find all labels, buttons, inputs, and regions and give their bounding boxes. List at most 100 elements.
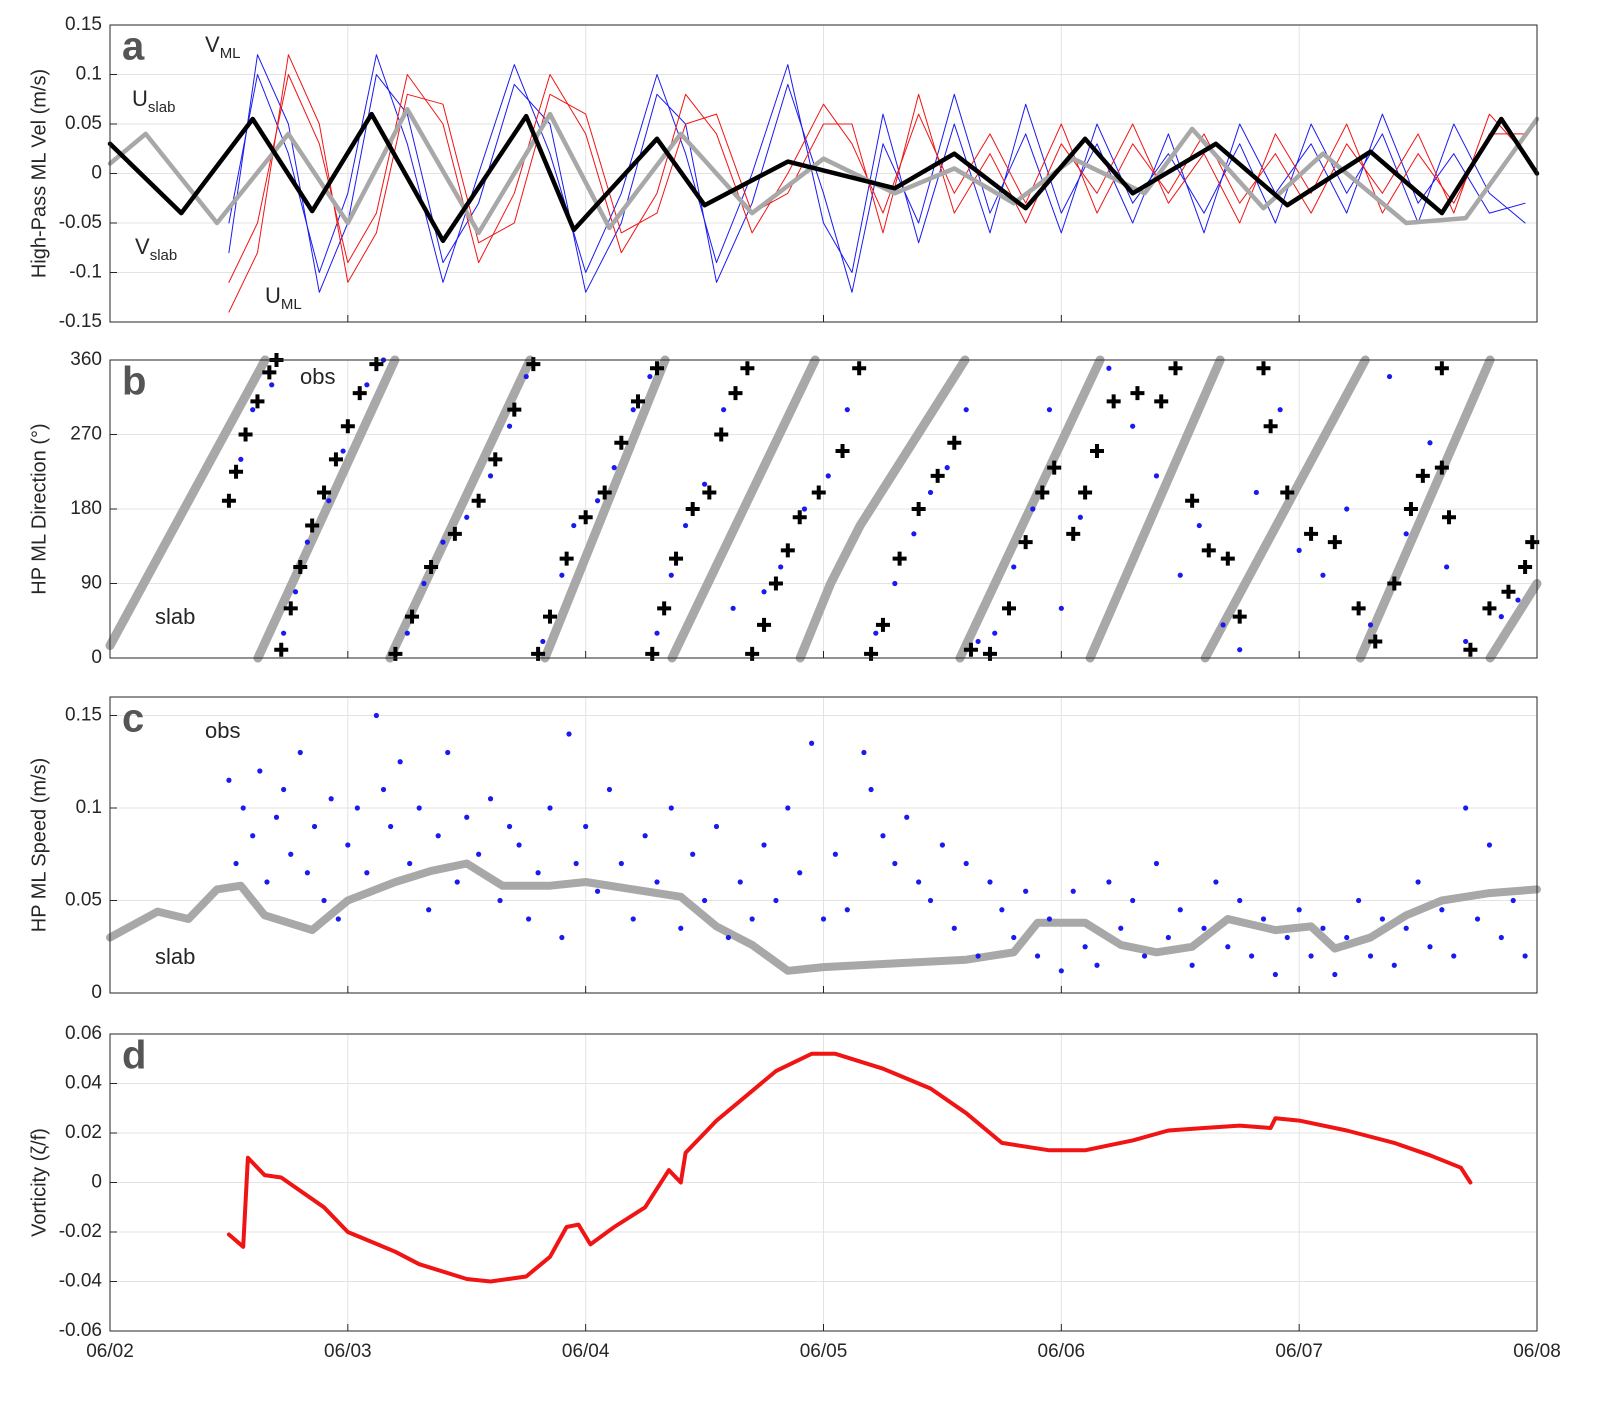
series-line xyxy=(106,859,1541,975)
dot-marker xyxy=(1296,547,1302,553)
dot-marker xyxy=(1260,916,1267,922)
plus-marker xyxy=(1256,361,1271,376)
dot-marker xyxy=(1474,916,1481,922)
dot-marker xyxy=(630,916,636,922)
panel: 0 90 180 270 360 slab obs b HP ML Direction (°) xyxy=(28,349,1542,668)
dot-marker xyxy=(1196,522,1202,529)
dot-marker xyxy=(975,953,981,959)
dot-marker xyxy=(761,842,767,848)
x-tick-label: 06/06 xyxy=(1038,1341,1086,1362)
plus-marker xyxy=(740,361,755,376)
plus-marker xyxy=(1482,601,1497,616)
dot-marker xyxy=(288,851,294,857)
dot-marker xyxy=(292,589,299,595)
dot-marker xyxy=(1046,916,1053,922)
dot-marker xyxy=(525,916,532,922)
dot-marker xyxy=(388,823,394,830)
series-label-name: obs xyxy=(205,718,240,743)
dot-marker xyxy=(1177,572,1183,578)
dot-marker xyxy=(761,589,767,595)
dot-marker xyxy=(1444,564,1450,570)
plus-marker xyxy=(405,609,420,624)
dot-marker xyxy=(1463,638,1469,645)
dot-marker xyxy=(1403,925,1409,931)
dot-marker xyxy=(573,860,579,867)
dot-marker xyxy=(801,506,808,512)
dot-marker xyxy=(1058,605,1064,611)
dot-marker xyxy=(440,539,446,545)
y-tick-label: -0.02 xyxy=(59,1221,102,1242)
dot-marker xyxy=(1034,953,1041,959)
plus-marker xyxy=(864,646,879,661)
dot-marker xyxy=(1106,879,1112,885)
series-label-name: U xyxy=(132,86,148,111)
plus-marker xyxy=(669,551,684,566)
dot-marker xyxy=(304,539,311,545)
dot-marker xyxy=(939,842,946,848)
plus-marker xyxy=(852,361,867,376)
series-line xyxy=(228,54,1526,283)
plus-marker xyxy=(1220,551,1235,566)
plus-marker xyxy=(221,493,236,508)
series-label-subscript: slab xyxy=(150,247,178,264)
plus-marker xyxy=(388,646,403,661)
series-label-name: slab xyxy=(155,944,195,969)
dot-marker xyxy=(701,897,708,904)
dot-marker xyxy=(426,907,432,913)
dot-marker xyxy=(340,448,346,454)
y-tick-label: 0.15 xyxy=(65,14,102,35)
dot-marker xyxy=(233,860,239,867)
plus-marker xyxy=(305,518,320,533)
dot-marker xyxy=(868,786,874,793)
dot-marker xyxy=(606,786,613,793)
dot-marker xyxy=(975,638,981,645)
dot-marker xyxy=(820,916,827,922)
dot-marker xyxy=(1308,953,1314,959)
panel-letter: a xyxy=(122,25,145,69)
series-line xyxy=(107,106,1540,236)
dot-marker xyxy=(927,489,934,496)
plus-marker xyxy=(1035,485,1050,500)
plus-marker xyxy=(1130,386,1145,401)
plus-marker xyxy=(745,646,760,661)
dot-marker xyxy=(844,907,850,913)
dot-marker xyxy=(825,473,831,479)
plus-marker xyxy=(1106,394,1121,409)
dot-marker xyxy=(809,740,815,746)
dot-marker xyxy=(506,823,513,830)
dot-marker xyxy=(911,531,917,537)
series-line xyxy=(226,1051,1473,1284)
dot-marker xyxy=(785,805,791,811)
dot-marker xyxy=(713,823,720,830)
x-tick-label: 06/05 xyxy=(800,1341,848,1362)
dot-marker xyxy=(523,373,529,380)
series-label-name: obs xyxy=(300,364,335,389)
dot-marker xyxy=(1284,934,1290,941)
dot-marker xyxy=(273,814,280,820)
x-tick-label: 06/04 xyxy=(562,1341,610,1362)
dot-marker xyxy=(269,382,275,388)
series-label-subscript: slab xyxy=(148,99,176,116)
plus-marker xyxy=(1154,394,1169,409)
dot-marker xyxy=(1165,934,1171,941)
series-label-subscript: ML xyxy=(220,45,241,62)
dot-marker xyxy=(487,473,494,479)
plus-marker xyxy=(702,485,717,500)
dot-marker xyxy=(1515,597,1521,603)
plus-marker xyxy=(1327,535,1342,550)
dot-marker xyxy=(1367,953,1374,959)
plus-marker xyxy=(911,502,926,516)
y-tick-label: 0.1 xyxy=(76,64,102,85)
dot-marker xyxy=(454,879,460,885)
dot-marker xyxy=(335,916,341,922)
dot-marker xyxy=(397,759,403,765)
dot-marker xyxy=(1077,514,1083,520)
y-tick-label: 0.1 xyxy=(76,797,102,818)
dot-marker xyxy=(737,879,743,885)
plus-marker xyxy=(630,394,645,409)
dot-marker xyxy=(963,407,969,413)
dot-marker xyxy=(1332,971,1338,978)
plus-marker xyxy=(1185,493,1200,508)
dot-marker xyxy=(1130,423,1136,429)
dot-marker xyxy=(445,749,451,756)
